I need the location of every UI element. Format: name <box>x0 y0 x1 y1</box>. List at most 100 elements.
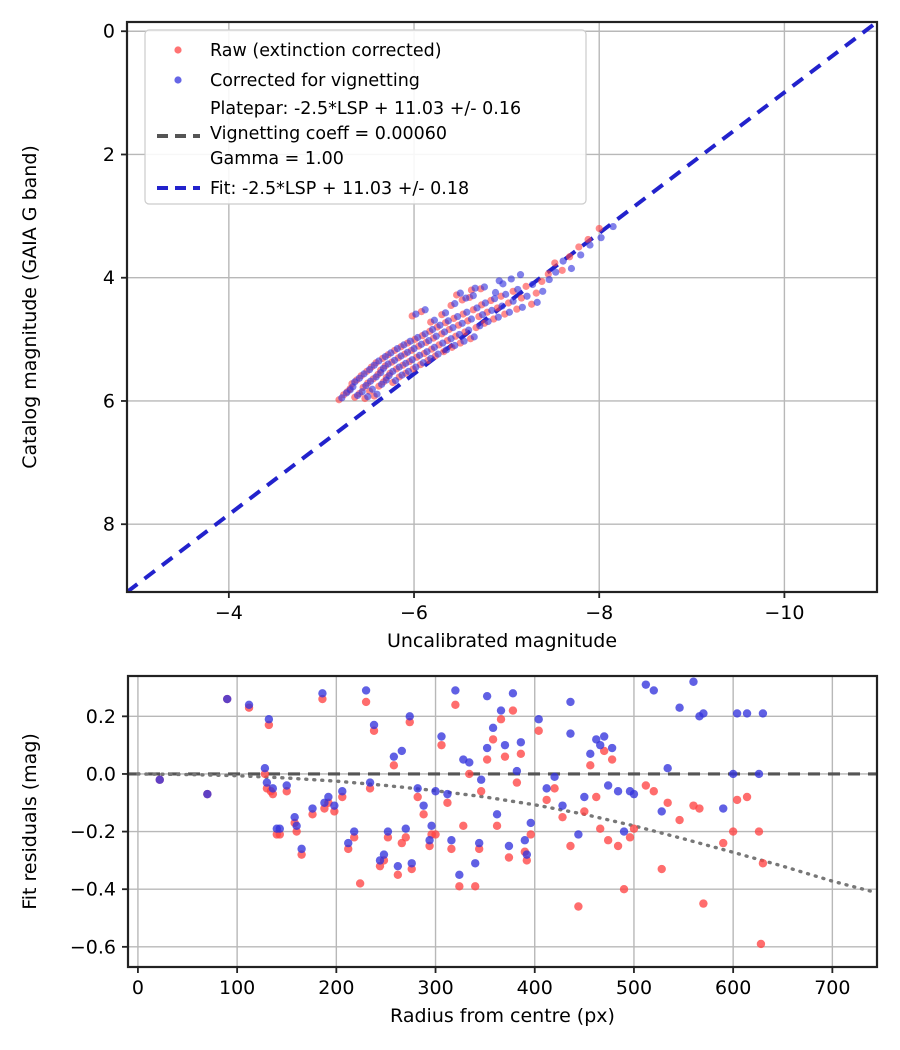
scatter-point <box>523 292 531 300</box>
scatter-point <box>390 356 399 364</box>
residual-point <box>504 853 514 862</box>
residual-point <box>437 732 446 741</box>
residual-point <box>407 859 416 868</box>
residual-point <box>522 850 532 859</box>
scatter-point <box>387 349 395 357</box>
scatter-point <box>419 359 427 367</box>
scatter-point <box>434 350 442 358</box>
scatter-point <box>395 363 403 371</box>
residual-point <box>318 694 327 704</box>
magnitude-calibration-plot: −4 −6 −8 −10 0 2 4 6 8 Uncalibrated magnitude Cata… <box>19 21 879 652</box>
scatter-point <box>430 343 439 351</box>
scatter-point <box>575 243 583 251</box>
scatter-point <box>451 300 459 308</box>
scatter-point <box>471 284 479 292</box>
residual-point <box>344 844 353 854</box>
residual-point <box>508 689 518 698</box>
residual-point <box>663 764 672 773</box>
scatter-point <box>355 374 364 382</box>
residual-point <box>504 841 514 851</box>
legend-item-corrected: Corrected for vignetting <box>174 71 420 91</box>
residual-point <box>223 694 232 704</box>
scatter-point <box>480 283 489 291</box>
residual-point <box>663 798 672 807</box>
scatter-point <box>412 363 420 371</box>
residual-point <box>476 775 486 784</box>
scatter-point <box>502 290 510 298</box>
scatter-point <box>421 330 429 338</box>
legend-label-fit: Fit: -2.5*LSP + 11.03 +/- 0.18 <box>210 179 469 199</box>
ytick-label-1: 0.0 <box>86 763 116 785</box>
residual-point <box>369 726 379 735</box>
residual-point <box>482 755 492 764</box>
residual-point <box>619 827 629 836</box>
residual-point <box>401 824 410 833</box>
residual-point <box>465 769 474 779</box>
top-plot-ticks: −4 −6 −8 −10 0 2 4 6 8 <box>103 21 805 624</box>
residual-point <box>649 787 658 796</box>
scatter-point <box>368 385 376 393</box>
legend-label-platepar-line0: Platepar: -2.5*LSP + 11.03 +/- 0.16 <box>210 99 521 119</box>
residual-point <box>508 706 518 715</box>
residual-point <box>496 706 506 715</box>
scatter-point <box>545 275 553 284</box>
residual-point <box>550 772 559 782</box>
top-plot-yaxis-title: Catalog magnitude (GAIA G band) <box>19 145 41 469</box>
xtick-label-4: 400 <box>517 977 553 999</box>
scatter-point <box>551 259 559 267</box>
residual-point <box>500 740 510 750</box>
residual-point <box>268 784 278 793</box>
residual-point <box>443 798 452 807</box>
legend-label-corrected: Corrected for vignetting <box>210 71 420 91</box>
residual-point <box>758 859 768 868</box>
xtick-label-0: 0 <box>132 977 144 999</box>
residual-point <box>558 801 567 810</box>
residual-point <box>203 789 212 799</box>
scatter-point <box>447 335 455 343</box>
residual-point <box>603 836 613 845</box>
residual-point <box>512 778 522 787</box>
scatter-point <box>425 336 433 345</box>
residual-point <box>344 838 353 848</box>
residual-point <box>728 827 738 836</box>
residual-point <box>290 812 299 822</box>
residual-point <box>756 939 766 949</box>
residual-point <box>657 807 666 816</box>
scatter-point <box>490 295 499 303</box>
scatter-series-corrected <box>338 222 617 402</box>
scatter-point <box>465 326 473 334</box>
scatter-point <box>509 297 517 305</box>
scatter-point <box>517 294 526 302</box>
bottom-plot-data-area <box>128 677 877 949</box>
residual-point <box>471 882 480 891</box>
scatter-point <box>366 377 375 385</box>
residual-point <box>526 830 535 839</box>
residual-point <box>496 715 506 724</box>
residual-point <box>516 738 526 747</box>
residual-point <box>389 761 399 770</box>
residual-point <box>383 827 393 836</box>
residual-point <box>500 752 510 761</box>
residual-point <box>413 784 422 793</box>
scatter-point <box>505 308 514 316</box>
scatter-point <box>552 268 560 276</box>
residual-point <box>542 784 551 793</box>
residual-point <box>657 864 666 874</box>
residual-point <box>516 749 526 758</box>
scatter-point <box>567 264 576 273</box>
residual-point <box>526 818 535 828</box>
residual-point <box>308 804 317 813</box>
scatter-point <box>476 322 484 330</box>
residual-point <box>308 810 317 819</box>
scatter-point <box>381 353 389 361</box>
scatter-point <box>473 304 481 312</box>
scatter-point <box>528 280 537 289</box>
residual-point <box>542 795 551 805</box>
residual-point <box>447 836 456 845</box>
residual-point <box>244 700 254 710</box>
residual-point <box>365 778 375 787</box>
residual-point <box>471 859 480 868</box>
residual-point <box>361 686 371 695</box>
residual-point <box>262 778 272 787</box>
